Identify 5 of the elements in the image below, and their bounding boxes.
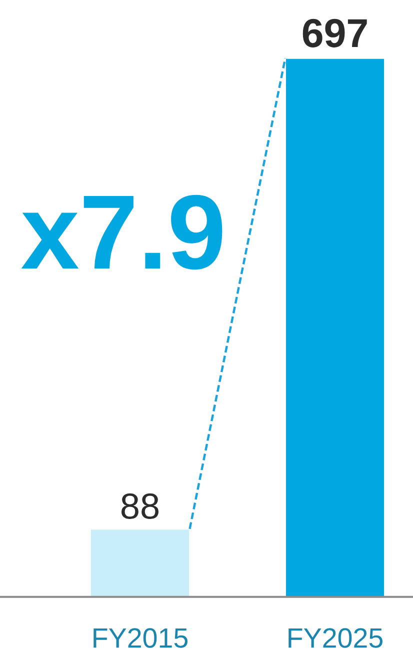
data-label: 88 — [121, 493, 159, 519]
annotation: x7.9 — [21, 194, 222, 270]
x-tick-label: FY2025 — [288, 628, 382, 648]
data-label: 697 — [302, 18, 367, 48]
x-tick-label: FY2015 — [94, 628, 188, 648]
